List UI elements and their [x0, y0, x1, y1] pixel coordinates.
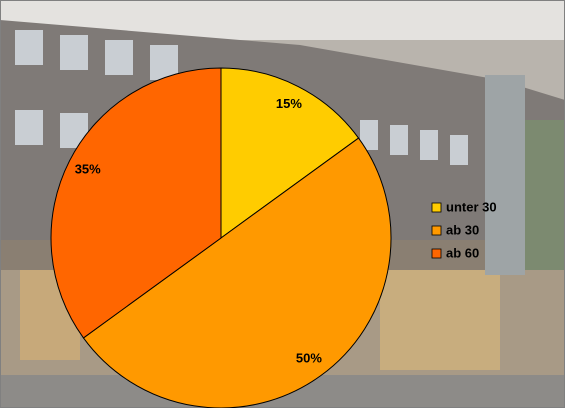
legend-label: ab 60	[446, 245, 479, 260]
chart: 15% 50% 35% unter 30 ab 30 ab 60	[0, 0, 565, 408]
slice-label: 35%	[75, 162, 101, 177]
legend-label: ab 30	[446, 222, 479, 237]
slice-label: 50%	[296, 350, 322, 365]
legend-swatch	[432, 249, 441, 258]
slice-label: 15%	[276, 96, 302, 111]
pie: 15% 50% 35%	[51, 68, 391, 408]
legend-swatch	[432, 226, 441, 235]
legend-label: unter 30	[446, 199, 497, 214]
legend-swatch	[432, 203, 441, 212]
